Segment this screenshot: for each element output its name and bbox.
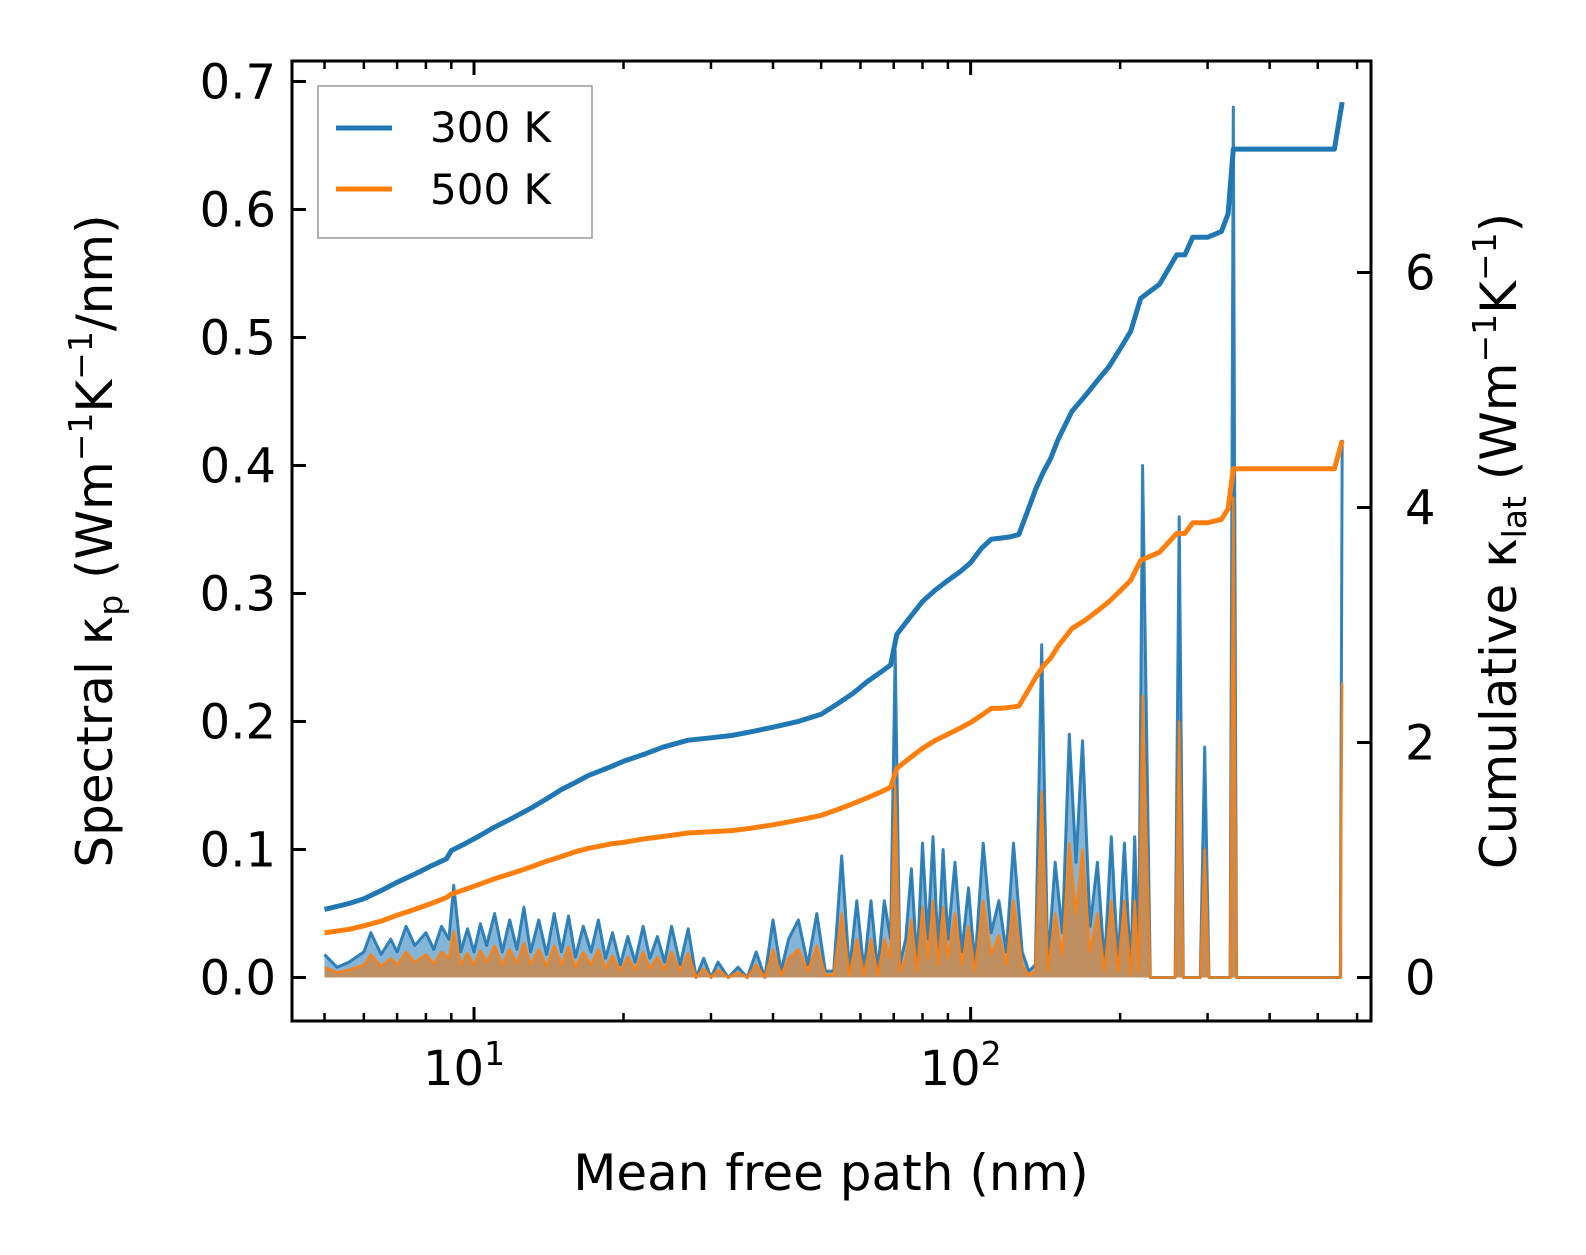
x-tick-label: 102 <box>920 1034 1002 1097</box>
y-label-sub: p <box>91 595 130 616</box>
y-label-text: (Wm <box>66 461 124 595</box>
axis-tick-labels: 101 102 0.0 0.1 0.2 0.3 0.4 0.5 0.6 0.7 0 2 4 6 <box>200 54 1436 1097</box>
y2-label-sup2: −1 <box>1465 232 1504 281</box>
y-label-prefix: Spectral κ <box>66 616 124 868</box>
legend-box <box>317 85 593 239</box>
y-left-tick-label: 0.4 <box>200 438 276 494</box>
y2-label-prefix: Cumulative κ <box>1470 538 1528 869</box>
plot-frame <box>290 59 1373 1023</box>
y-left-tick-label: 0.6 <box>200 182 276 238</box>
legend: 300 K 500 K <box>317 85 593 239</box>
y-label-sup2: −1 <box>61 331 100 380</box>
y-left-tick-label: 0.5 <box>200 310 276 366</box>
y-left-tick-label: 0.3 <box>200 566 276 622</box>
legend-label-300k: 300 K <box>430 103 553 152</box>
cumulative-line-300k <box>323 101 1345 912</box>
y2-label-text3: ) <box>1470 213 1528 233</box>
y2-label-text2: K <box>1470 280 1528 314</box>
y2-label-sub: lat <box>1495 496 1534 538</box>
x-tick-label: 101 <box>423 1034 505 1097</box>
y-axis-label-left: Spectral κp (Wm−1K−1/nm) <box>61 214 130 867</box>
spectral-series-layer <box>323 105 1344 979</box>
spectral-line-300k <box>323 105 1344 979</box>
spectral-line-500k <box>324 496 1344 979</box>
y-right-tick-label: 2 <box>1405 716 1436 772</box>
y-right-tick-label: 0 <box>1405 951 1436 1007</box>
y2-label-sup1: −1 <box>1465 314 1504 363</box>
x-axis-label: Mean free path (nm) <box>573 1144 1089 1202</box>
y-right-tick-label: 6 <box>1405 246 1436 302</box>
legend-label-500k: 500 K <box>430 165 553 214</box>
y-left-tick-label: 0.2 <box>200 694 276 750</box>
y-axis-label-right: Cumulative κlat (Wm−1K−1) <box>1465 213 1534 869</box>
y-label-text2: K <box>66 379 124 413</box>
axis-ticks <box>292 61 1371 1021</box>
y2-label-text: (Wm <box>1470 362 1528 496</box>
y-right-tick-label: 4 <box>1405 481 1436 537</box>
cumulative-line-500k <box>324 439 1345 936</box>
y-label-sup1: −1 <box>61 413 100 462</box>
cumulative-series-layer <box>323 101 1345 936</box>
y-label-text3: /nm) <box>66 214 124 331</box>
y-left-tick-label: 0.1 <box>200 822 276 878</box>
y-left-tick-label: 0.0 <box>200 950 276 1006</box>
y-left-tick-label: 0.7 <box>200 54 276 110</box>
